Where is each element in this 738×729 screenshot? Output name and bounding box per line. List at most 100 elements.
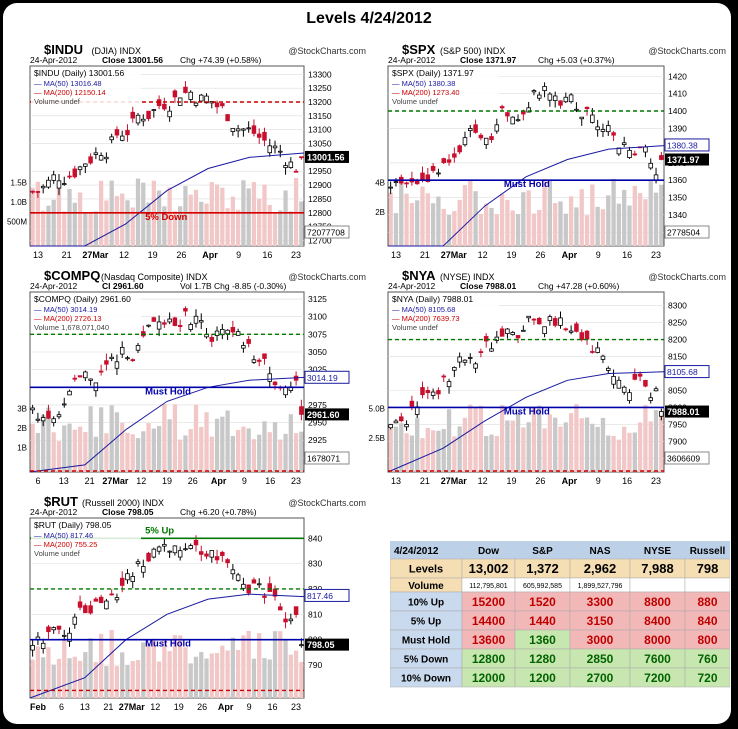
price-tag-bg bbox=[665, 405, 709, 418]
x-tick-label: 9 bbox=[596, 476, 601, 486]
candle-body bbox=[167, 110, 172, 118]
candle-body bbox=[125, 130, 130, 136]
volume-bar bbox=[209, 653, 214, 698]
volume-bar bbox=[30, 187, 35, 246]
candle-body bbox=[283, 618, 288, 623]
x-tick-label: 13 bbox=[59, 476, 69, 486]
level-label: Must Hold bbox=[145, 386, 191, 397]
candle-body bbox=[67, 632, 72, 642]
volume-bar bbox=[637, 193, 643, 246]
candle-body bbox=[51, 174, 56, 181]
x-tick-label: 13 bbox=[80, 702, 90, 712]
volume-bar bbox=[178, 439, 183, 472]
candle-body bbox=[199, 551, 204, 555]
candle-body bbox=[109, 356, 114, 359]
table-cell-bg bbox=[684, 577, 730, 593]
candle-body bbox=[62, 183, 67, 185]
volume-bar bbox=[272, 213, 278, 246]
candle-body bbox=[88, 156, 93, 164]
level-label: 5% Down bbox=[145, 212, 187, 223]
volume-bar bbox=[283, 639, 288, 698]
candle-body bbox=[167, 318, 172, 323]
volume-bar bbox=[172, 211, 178, 246]
candle-body bbox=[172, 545, 178, 554]
volume-bar bbox=[30, 423, 35, 472]
table-cell: 8800 bbox=[644, 595, 671, 609]
rut-change: Chg +6.20 (+0.78%) bbox=[180, 507, 257, 517]
price-tag: 798.05 bbox=[307, 640, 335, 650]
spx-name: (S&P 500) INDX bbox=[440, 46, 505, 56]
spx-ticker: $SPX bbox=[402, 42, 436, 57]
table-cell: 14400 bbox=[472, 614, 506, 628]
candle-body bbox=[151, 548, 157, 558]
candle-body bbox=[146, 552, 151, 562]
x-tick-label: 12 bbox=[478, 476, 488, 486]
table-cell: 1360 bbox=[529, 633, 556, 647]
volume-bar bbox=[41, 210, 46, 246]
volume-bar bbox=[188, 429, 193, 472]
x-tick-label: 27Mar bbox=[441, 476, 468, 486]
y-tick-label: 1350 bbox=[668, 193, 687, 203]
volume-bar bbox=[135, 438, 141, 472]
table-cell: 3150 bbox=[587, 614, 614, 628]
volume-bar bbox=[35, 432, 41, 472]
candle-body bbox=[430, 165, 436, 171]
indu-chart-svg: $INDU (DJIA) INDX @StockCharts.com 24-Apr-… bbox=[7, 42, 366, 260]
volume-bar bbox=[278, 210, 283, 246]
volume-bar bbox=[267, 659, 272, 698]
legend-main: $COMPQ (Daily) 2961.60 bbox=[34, 294, 131, 304]
candle-body bbox=[256, 359, 262, 362]
legend-volume: Volume 1,678,071,040 bbox=[34, 323, 109, 332]
spx-close: Close 1371.97 bbox=[460, 55, 517, 65]
volume-bar bbox=[99, 407, 104, 472]
volume-bar bbox=[262, 658, 267, 698]
volume-bar bbox=[430, 430, 436, 472]
table-column-header: Dow bbox=[478, 546, 499, 557]
volume-bar bbox=[468, 179, 473, 246]
volume-bar bbox=[595, 206, 600, 246]
candle-body bbox=[425, 174, 431, 182]
volume-bar bbox=[41, 657, 46, 698]
x-tick-label: 23 bbox=[651, 250, 661, 260]
volume-bar bbox=[83, 211, 88, 246]
table-cell: 1520 bbox=[529, 595, 556, 609]
volume-bar bbox=[542, 178, 547, 246]
indu-chart-panel: $INDU (DJIA) INDX @StockCharts.com 24-Apr-… bbox=[7, 40, 370, 266]
volume-bar bbox=[62, 425, 67, 472]
page-title: Levels 4/24/2012 bbox=[306, 10, 432, 27]
volume-bar bbox=[246, 428, 251, 472]
volume-bar bbox=[489, 434, 494, 472]
table-cell: 112,795,801 bbox=[469, 583, 508, 590]
candle-body bbox=[104, 600, 109, 610]
candle-body bbox=[167, 550, 172, 553]
volume-bar bbox=[114, 412, 120, 472]
candle-body bbox=[83, 163, 88, 167]
volume-bar bbox=[56, 658, 62, 698]
table-cell: 7200 bbox=[644, 671, 671, 685]
volume-bar bbox=[199, 201, 204, 246]
x-tick-label: 26 bbox=[535, 476, 545, 486]
ma-tag-bg bbox=[664, 138, 710, 152]
table-cell: 13,002 bbox=[469, 561, 509, 576]
volume-bar bbox=[88, 638, 93, 698]
nya-close: Close 7988.01 bbox=[460, 281, 517, 291]
volume-bar bbox=[293, 433, 299, 472]
candle-body bbox=[404, 424, 409, 428]
volume-bar bbox=[526, 422, 531, 472]
volume-bar bbox=[199, 652, 204, 698]
volume-bar bbox=[220, 645, 225, 698]
volume-bar bbox=[209, 436, 214, 472]
volume-bar bbox=[104, 666, 109, 698]
spx-date: 24-Apr-2012 bbox=[388, 55, 436, 65]
candle-body bbox=[262, 595, 267, 598]
table-row-label: Levels bbox=[409, 564, 443, 576]
volume-bar bbox=[109, 630, 114, 698]
candle-body bbox=[409, 400, 415, 407]
candle-body bbox=[130, 111, 135, 119]
candle-body bbox=[404, 182, 409, 185]
x-tick-label: Apr bbox=[562, 250, 578, 260]
spx-chart-svg: $SPX (S&P 500) INDX @StockCharts.com 24-Ap… bbox=[375, 42, 726, 260]
candle-body bbox=[267, 145, 272, 154]
candle-body bbox=[230, 569, 236, 575]
candle-body bbox=[51, 418, 56, 424]
